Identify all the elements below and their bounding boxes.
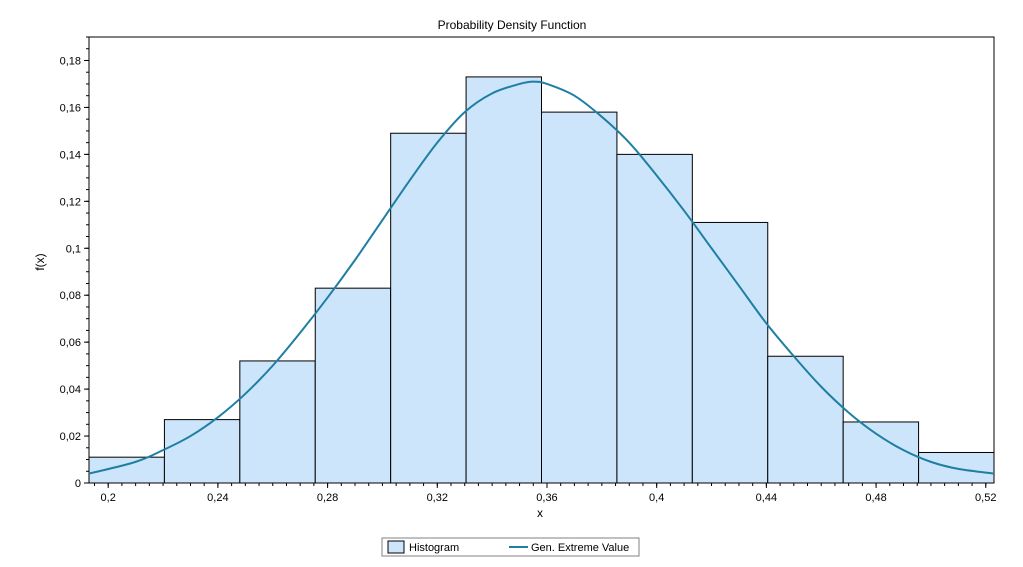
y-tick-label: 0,12 bbox=[60, 196, 81, 208]
y-tick-label: 0,08 bbox=[60, 290, 81, 302]
y-axis: 0 0,02 0,04 0,06 0,08 0,1 0,12 0,14 0,16 0,18 bbox=[60, 36, 89, 490]
histogram-bar-4 bbox=[314, 287, 392, 484]
y-tick-label: 0,18 bbox=[60, 55, 81, 67]
y-tick-label: 0,1 bbox=[66, 243, 81, 255]
y-tick-label: 0,16 bbox=[60, 102, 81, 114]
histogram-bars bbox=[88, 76, 995, 484]
x-tick-label: 0,44 bbox=[756, 492, 777, 504]
gev-curve bbox=[88, 80, 995, 475]
histogram-bar-9 bbox=[691, 221, 769, 484]
histogram-bar-2 bbox=[163, 419, 241, 484]
x-tick-label: 0,2 bbox=[101, 492, 116, 504]
y-tick-label: 0,02 bbox=[60, 431, 81, 443]
x-tick-label: 0,28 bbox=[317, 492, 338, 504]
x-tick-label: 0,32 bbox=[427, 492, 448, 504]
histogram-bar-6 bbox=[465, 76, 543, 484]
x-axis: 0,2 0,24 0,28 0,32 0,36 0,4 0,44 0,48 0,52 bbox=[93, 483, 996, 504]
gev-curve-line bbox=[88, 80, 995, 475]
y-tick-label: 0 bbox=[75, 478, 81, 490]
legend-histogram-label: Histogram bbox=[409, 542, 459, 554]
x-tick-label: 0,52 bbox=[975, 492, 996, 504]
histogram-bar-7 bbox=[541, 111, 618, 484]
x-axis-label: x bbox=[537, 506, 543, 520]
histogram-bar-3 bbox=[239, 360, 316, 484]
histogram-bar-10 bbox=[767, 355, 844, 484]
histogram-bar-5 bbox=[390, 132, 467, 484]
x-tick-label: 0,36 bbox=[536, 492, 557, 504]
legend-gev-label: Gen. Extreme Value bbox=[531, 542, 629, 554]
y-tick-label: 0,04 bbox=[60, 384, 81, 396]
x-tick-label: 0,4 bbox=[649, 492, 664, 504]
histogram-bar-8 bbox=[616, 153, 693, 484]
y-tick-label: 0,06 bbox=[60, 337, 81, 349]
y-axis-label: f(x) bbox=[33, 253, 47, 270]
legend: Histogram Gen. Extreme Value bbox=[381, 537, 640, 557]
legend-histogram-swatch bbox=[387, 540, 405, 554]
chart-title: Probability Density Function bbox=[438, 18, 587, 32]
x-tick-label: 0,24 bbox=[207, 492, 228, 504]
y-tick-label: 0,14 bbox=[60, 149, 81, 161]
x-tick-label: 0,48 bbox=[865, 492, 886, 504]
